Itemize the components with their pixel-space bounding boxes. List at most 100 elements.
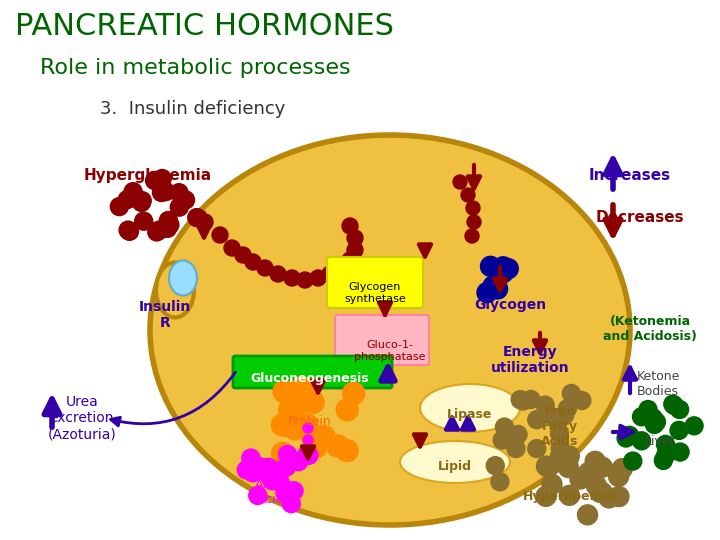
Circle shape [592,482,612,502]
Circle shape [271,442,294,464]
Circle shape [347,230,363,246]
Circle shape [153,170,171,187]
Circle shape [284,270,300,286]
Circle shape [133,192,151,210]
Circle shape [276,414,299,436]
Circle shape [461,188,475,202]
Text: Lipase: Lipase [447,408,492,421]
Circle shape [545,408,563,427]
Text: Hyperlipemia: Hyperlipemia [523,490,616,503]
Circle shape [197,214,213,230]
Circle shape [467,215,481,229]
Text: Protein: Protein [288,415,332,428]
Circle shape [271,474,289,491]
Circle shape [587,476,606,496]
Circle shape [282,495,300,512]
Circle shape [556,406,574,424]
Circle shape [633,432,651,450]
Circle shape [161,216,179,234]
Circle shape [528,440,546,457]
Circle shape [599,488,619,508]
Circle shape [573,392,591,409]
Circle shape [551,447,569,465]
Circle shape [558,457,578,477]
Circle shape [264,472,282,490]
Circle shape [303,423,313,433]
Circle shape [671,443,689,461]
Circle shape [290,453,308,471]
Circle shape [302,427,324,449]
Text: (Ketonemia
and Acidosis): (Ketonemia and Acidosis) [603,315,697,343]
Circle shape [313,426,335,448]
Circle shape [124,183,142,201]
Circle shape [238,461,256,479]
Text: Decreases: Decreases [595,210,684,225]
FancyBboxPatch shape [327,257,423,308]
Circle shape [235,247,251,263]
Circle shape [644,409,662,427]
Circle shape [514,392,532,410]
Circle shape [279,446,297,463]
Circle shape [257,260,273,276]
Circle shape [296,414,318,436]
FancyBboxPatch shape [233,356,392,388]
Circle shape [145,172,163,190]
Circle shape [609,487,629,507]
Circle shape [612,458,632,478]
Circle shape [511,390,529,409]
Circle shape [256,462,274,480]
Circle shape [585,451,605,471]
Text: Ketone
Bodies: Ketone Bodies [636,370,680,398]
Circle shape [550,424,568,442]
Circle shape [285,482,303,500]
Circle shape [507,440,525,457]
Circle shape [120,222,138,240]
Circle shape [302,392,324,414]
Circle shape [624,452,642,470]
Circle shape [303,435,313,445]
Circle shape [110,198,128,215]
Circle shape [261,467,279,485]
Circle shape [522,390,540,408]
Circle shape [342,252,358,268]
Circle shape [491,472,509,491]
Text: Energy
utilization: Energy utilization [491,345,570,375]
Text: Urea
excretion
(Azoturia): Urea excretion (Azoturia) [48,395,117,441]
Circle shape [342,218,358,234]
Circle shape [466,201,480,215]
Circle shape [552,439,570,457]
Circle shape [118,191,136,208]
Ellipse shape [150,135,630,525]
Circle shape [159,212,177,230]
Circle shape [654,451,672,469]
Circle shape [579,463,598,483]
Circle shape [336,399,358,421]
Circle shape [528,411,546,429]
Circle shape [148,223,166,241]
Circle shape [493,431,511,449]
Circle shape [150,174,168,192]
Circle shape [322,266,338,282]
Circle shape [332,260,348,276]
Circle shape [290,377,312,399]
Ellipse shape [400,441,510,483]
Circle shape [617,429,635,447]
Circle shape [536,456,557,476]
Ellipse shape [420,384,520,432]
Circle shape [670,401,688,418]
Circle shape [158,219,176,238]
Circle shape [536,487,556,507]
Circle shape [536,396,554,414]
Circle shape [132,193,150,211]
Circle shape [343,382,364,404]
Circle shape [157,183,175,200]
Circle shape [685,417,703,435]
Circle shape [562,384,580,402]
Circle shape [245,254,261,270]
Circle shape [273,381,295,402]
Text: Gluconeogenesis: Gluconeogenesis [251,372,369,385]
FancyArrowPatch shape [111,372,235,426]
Circle shape [119,221,137,239]
Text: Free
Fatty
Acids: Free Fatty Acids [541,405,579,448]
Circle shape [465,229,479,243]
